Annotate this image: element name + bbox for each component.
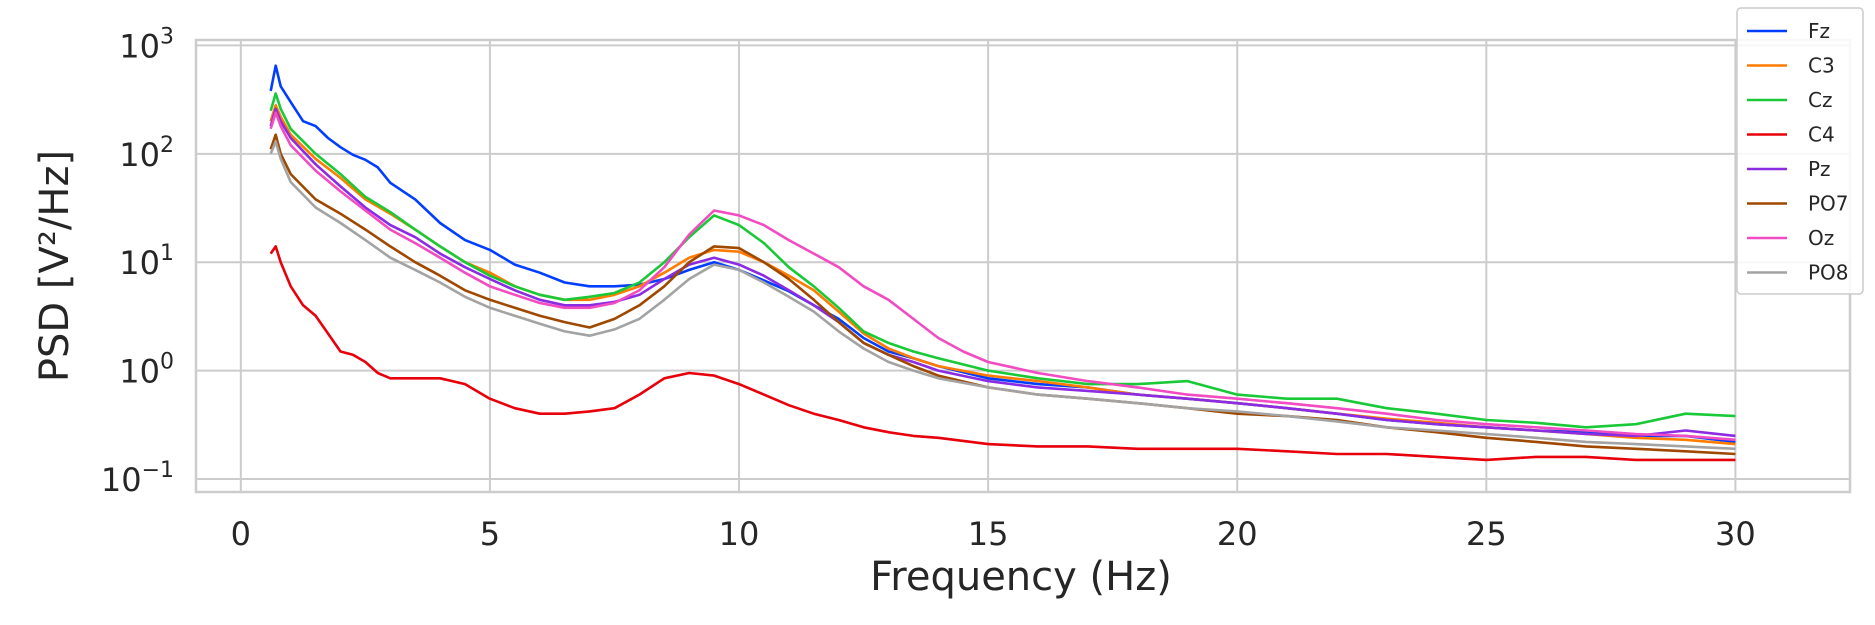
series-line-po8 (269, 140, 1736, 451)
x-tick-label: 25 (1466, 515, 1507, 553)
legend-label: C4 (1808, 123, 1835, 147)
plot-background (194, 38, 1852, 494)
legend-box (1736, 7, 1864, 295)
x-axis-label: Frequency (Hz) (870, 554, 1172, 600)
y-axis-ticks: 10−1 100 101 102 103 (101, 24, 174, 499)
y-axis-label: PSD [V²/Hz] (32, 150, 78, 382)
x-tick-label: 15 (968, 515, 1009, 553)
y-tick-label: 101 (119, 241, 174, 282)
legend-label: C3 (1808, 54, 1835, 78)
legend-label: PO8 (1808, 261, 1849, 285)
x-tick-label: 5 (480, 515, 500, 553)
series-line-cz (269, 92, 1736, 429)
x-axis-ticks: 0 5 10 15 20 25 30 (231, 515, 1756, 553)
legend: Fz C3 Cz C4 Pz PO7 Oz PO8 (1736, 7, 1864, 295)
legend-label: Fz (1808, 19, 1830, 43)
series-layer (269, 64, 1736, 462)
x-tick-label: 30 (1715, 515, 1756, 553)
x-tick-label: 0 (231, 515, 251, 553)
y-tick-label: 100 (119, 350, 174, 391)
legend-label: Oz (1808, 226, 1834, 250)
x-tick-label: 10 (719, 515, 760, 553)
y-tick-label: 102 (119, 133, 174, 174)
y-tick-label: 10−1 (101, 458, 174, 499)
legend-label: PO7 (1808, 192, 1849, 216)
series-line-c4 (269, 245, 1736, 462)
legend-label: Cz (1808, 88, 1832, 112)
series-line-oz (269, 111, 1736, 442)
y-tick-label: 103 (119, 24, 174, 65)
x-tick-label: 20 (1217, 515, 1258, 553)
series-line-pz (269, 107, 1736, 438)
legend-label: Pz (1808, 157, 1831, 181)
